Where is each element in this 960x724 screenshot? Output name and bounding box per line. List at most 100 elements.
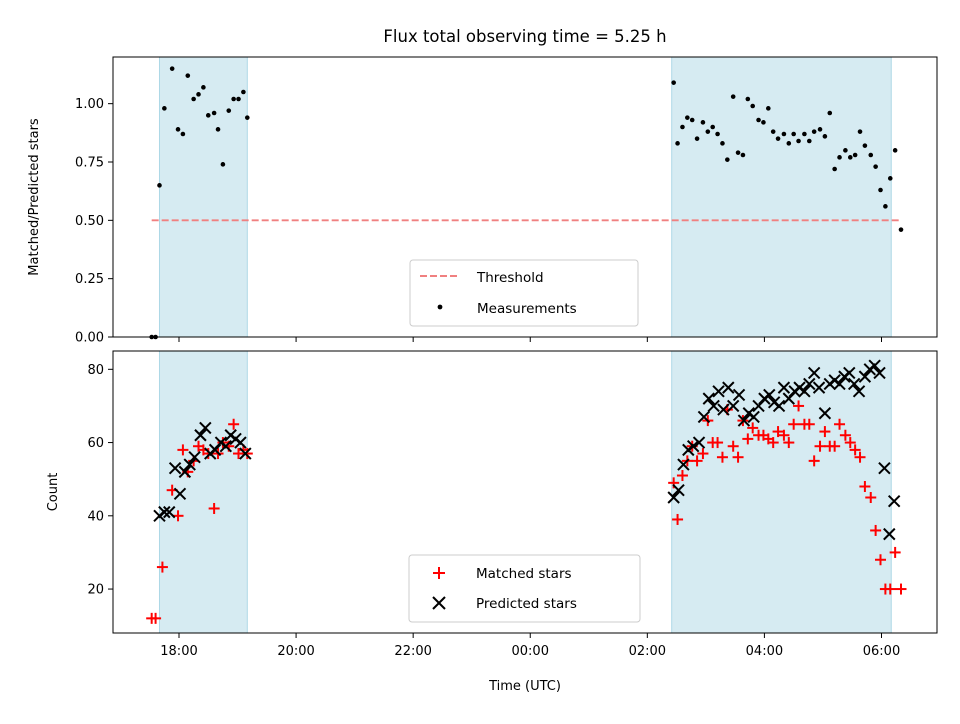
predicted-star-point: [168, 461, 182, 475]
predicted-star-point: [818, 407, 832, 420]
matched-star-point: [676, 470, 688, 482]
predicted-star-point: [887, 494, 901, 508]
measurement-point: [705, 129, 711, 134]
y-tick-label: 1.00: [75, 97, 104, 112]
measurement-point: [169, 66, 175, 71]
measurement-point: [231, 96, 236, 102]
top-plot-panel: 0.00 0.25 0.50 0.75 1.00 Matched/Predicted s…: [27, 56, 938, 346]
matched-star-point: [208, 502, 220, 514]
predicted-star-point: [737, 414, 751, 427]
measurement-point: [735, 150, 741, 155]
predicted-star-point: [158, 505, 171, 519]
measurement-point: [878, 187, 883, 193]
predicted-star-point: [183, 458, 196, 471]
matched-star-point: [814, 440, 826, 452]
predicted-star-point: [777, 381, 791, 394]
matched-star-point: [672, 513, 684, 525]
top-legend-box: [409, 259, 639, 327]
measurement-point: [675, 141, 680, 146]
measurement-point: [689, 117, 695, 123]
predicted-star-point: [188, 451, 201, 464]
matched-star-point: [691, 455, 703, 467]
predicted-star-point: [763, 388, 776, 402]
measurement-point: [725, 157, 730, 162]
matched-star-point: [732, 451, 744, 463]
y-tick-label: 0.75: [75, 156, 104, 171]
measurement-point: [215, 127, 221, 132]
measurement-point: [205, 113, 211, 118]
measurement-point: [201, 85, 206, 90]
y-tick-label: 0.25: [75, 272, 104, 287]
bottom-y-axis-label: Count: [46, 473, 61, 512]
measurement-point: [775, 136, 781, 141]
x-tick-label: 20:00: [277, 644, 314, 659]
measurement-point: [740, 152, 746, 158]
x-tick-label: 06:00: [863, 644, 900, 659]
predicted-star-point: [199, 421, 212, 435]
measurement-point: [157, 183, 162, 188]
predicted-star-point: [677, 458, 690, 471]
y-tick-label: 80: [87, 363, 104, 378]
matched-star-point: [747, 422, 759, 434]
predicted-star-point: [782, 392, 796, 405]
measurement-point: [685, 115, 690, 120]
predicted-star-point: [219, 440, 233, 453]
measurement-point: [802, 131, 807, 137]
measurement-point: [180, 131, 186, 137]
legend-threshold-label: Threshold: [476, 270, 544, 286]
matched-star-point: [742, 433, 754, 445]
measurement-point: [185, 73, 191, 78]
predicted-star-point: [878, 461, 891, 475]
predicted-star-point: [239, 447, 252, 460]
matched-star-point: [834, 418, 846, 430]
measurement-point: [827, 110, 833, 116]
matched-star-point: [884, 583, 896, 595]
y-tick-label: 0.00: [75, 331, 104, 346]
predicted-star-point: [833, 377, 846, 391]
chart-title: Flux total observing time = 5.25 h: [383, 27, 666, 46]
matched-star-point: [793, 400, 805, 412]
measurement-point: [868, 152, 874, 158]
matched-star-point: [819, 426, 831, 438]
y-tick-label: 40: [87, 509, 104, 524]
observing-window-band: [158, 350, 248, 634]
matched-star-point: [697, 448, 709, 460]
observing-window-band: [671, 56, 892, 338]
matched-star-point: [712, 437, 724, 449]
measurement-point: [694, 136, 700, 141]
measurement-point: [211, 110, 217, 116]
predicted-star-point: [752, 399, 765, 413]
predicted-star-point: [208, 443, 222, 457]
predicted-star-point: [707, 399, 720, 413]
matched-star-point: [865, 491, 877, 503]
measurement-point: [862, 143, 868, 148]
matched-star-point: [870, 524, 882, 536]
measurement-point: [700, 120, 706, 125]
measurement-point: [852, 152, 858, 158]
measurement-point: [766, 106, 771, 111]
matched-star-point: [844, 437, 856, 449]
predicted-star-point: [717, 403, 730, 416]
predicted-star-point: [847, 377, 861, 391]
measurement-point: [710, 124, 715, 130]
measurement-point: [761, 120, 766, 125]
observing-window-band: [158, 56, 248, 338]
legend-measurements-label: Measurements: [477, 301, 577, 317]
matched-star-point: [228, 418, 240, 430]
measurement-point: [892, 148, 898, 153]
measurement-point: [226, 108, 232, 113]
legend-matched-swatch: [433, 567, 445, 579]
predicted-star-point: [868, 359, 881, 372]
matched-star-point: [727, 440, 739, 452]
y-tick-label: 60: [87, 436, 104, 451]
matched-star-point: [803, 418, 815, 430]
measurement-point: [671, 80, 676, 85]
bottom-plot-panel: 20 40 60 80 18:00 20:00 22:00 00:00 02:00 04:00 0…: [46, 350, 938, 694]
predicted-star-point: [747, 410, 760, 424]
legend-predicted-swatch: [432, 596, 446, 610]
measurement-point: [730, 94, 736, 99]
matched-star-point: [808, 455, 820, 467]
x-tick-label: 22:00: [394, 644, 431, 659]
predicted-star-point: [234, 436, 247, 449]
